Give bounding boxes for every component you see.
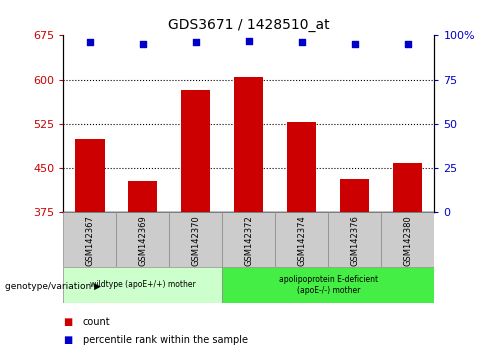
Bar [393, 164, 423, 212]
Text: GSM142376: GSM142376 [350, 215, 359, 266]
Text: GSM142380: GSM142380 [403, 215, 412, 266]
Point [139, 41, 147, 47]
Bar [117, 212, 169, 267]
Text: count: count [83, 317, 111, 327]
Text: GSM142370: GSM142370 [191, 215, 201, 266]
Bar [63, 267, 223, 303]
Bar [234, 77, 264, 212]
Point [192, 40, 200, 45]
Text: GSM142367: GSM142367 [85, 215, 95, 266]
Point [245, 38, 253, 44]
Bar [340, 179, 369, 212]
Title: GDS3671 / 1428510_at: GDS3671 / 1428510_at [168, 18, 330, 32]
Text: GSM142369: GSM142369 [139, 215, 147, 266]
Point [351, 41, 359, 47]
Text: wildtype (apoE+/+) mother: wildtype (apoE+/+) mother [90, 280, 196, 290]
Text: percentile rank within the sample: percentile rank within the sample [83, 335, 248, 345]
Bar [328, 212, 381, 267]
Bar [128, 181, 158, 212]
Bar [223, 212, 275, 267]
Point [298, 40, 306, 45]
Text: ■: ■ [63, 335, 73, 345]
Text: GSM142374: GSM142374 [297, 215, 306, 266]
Bar [381, 212, 434, 267]
Point [86, 40, 94, 45]
Text: apolipoprotein E-deficient
(apoE-/-) mother: apolipoprotein E-deficient (apoE-/-) mot… [279, 275, 378, 295]
Bar [169, 212, 223, 267]
Text: genotype/variation ▶: genotype/variation ▶ [5, 282, 101, 291]
Text: GSM142372: GSM142372 [244, 215, 253, 266]
Bar [275, 212, 328, 267]
Bar [75, 139, 104, 212]
Bar [182, 90, 210, 212]
Bar [63, 212, 117, 267]
Point [404, 41, 412, 47]
Text: ■: ■ [63, 317, 73, 327]
Bar [287, 122, 316, 212]
Bar [223, 267, 434, 303]
